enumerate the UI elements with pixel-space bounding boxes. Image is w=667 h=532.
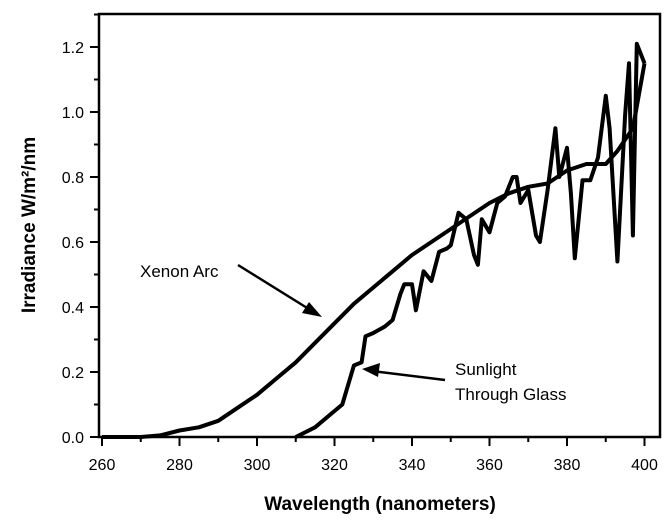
x-tick-label: 280 <box>166 457 193 474</box>
x-tick-label: 300 <box>244 457 271 474</box>
annotation-through-glass: Through Glass <box>455 385 567 404</box>
series-line-sunlight-through-glass <box>294 41 647 439</box>
y-axis-label: Irradiance W/m²/nm <box>19 137 40 313</box>
x-tick-label: 320 <box>321 457 348 474</box>
x-tick-label: 260 <box>89 457 116 474</box>
series-line-xenon-arc <box>102 62 647 439</box>
arrow-xenon-arc <box>237 263 322 317</box>
y-tick-label: 1.0 <box>62 105 84 122</box>
plot-frame <box>97 12 662 439</box>
x-tick-label: 340 <box>399 457 426 474</box>
x-axis-label: Wavelength (nanometers) <box>264 494 496 515</box>
y-tick-label: 1.2 <box>62 40 84 57</box>
y-tick-label: 0.8 <box>62 170 84 187</box>
x-tick-label: 400 <box>631 457 658 474</box>
annotation-xenon-arc: Xenon Arc <box>140 262 219 281</box>
x-tick-label: 380 <box>554 457 581 474</box>
y-tick-label: 0.6 <box>62 235 84 252</box>
arrow-sunlight <box>362 363 446 382</box>
y-tick-label: 0.0 <box>62 430 84 447</box>
y-tick-label: 0.2 <box>62 365 84 382</box>
y-tick-label: 0.4 <box>62 300 84 317</box>
x-tick-label: 360 <box>476 457 503 474</box>
annotation-sunlight: Sunlight <box>455 360 517 379</box>
